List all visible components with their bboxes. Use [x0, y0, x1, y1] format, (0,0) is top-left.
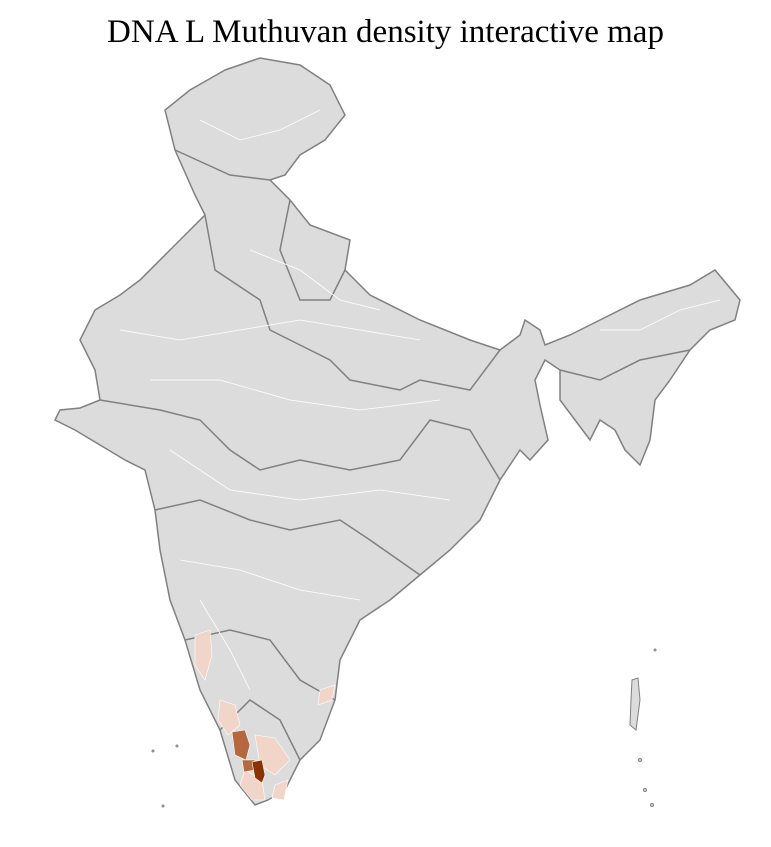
district-low-6[interactable] — [271, 779, 289, 801]
district-low-2[interactable] — [317, 684, 336, 706]
india-landmass[interactable] — [53, 57, 741, 806]
map-title: DNA L Muthuvan density interactive map — [107, 14, 664, 50]
density-districts — [194, 629, 336, 801]
district-mid-1[interactable] — [231, 729, 251, 761]
district-low-3[interactable] — [217, 699, 241, 736]
district-low-1[interactable] — [194, 629, 213, 681]
district-high-1[interactable] — [251, 759, 266, 784]
district-low-4[interactable] — [254, 734, 291, 776]
district-borders — [119, 109, 721, 691]
andaman-nicobar-islands — [629, 648, 657, 807]
lakshadweep-islands — [151, 744, 179, 808]
